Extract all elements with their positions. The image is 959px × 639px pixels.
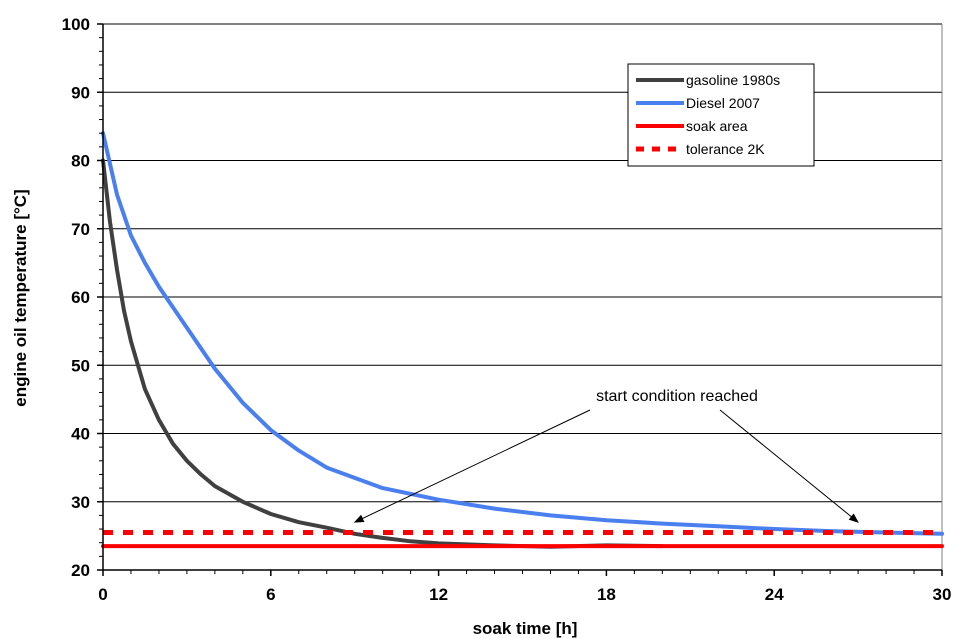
- series-line-0: [101, 158, 665, 549]
- y-tick-label: 40: [71, 425, 90, 444]
- legend-label: soak area: [686, 118, 748, 134]
- legend-label: Diesel 2007: [686, 95, 760, 111]
- series-lines: [101, 131, 944, 549]
- legend: gasoline 1980s Diesel 2007 soak area tolera…: [627, 63, 815, 167]
- x-tick-label: 12: [429, 585, 448, 604]
- grid-lines: [103, 23, 943, 570]
- legend-label: gasoline 1980s: [686, 72, 780, 88]
- series-line-1: [101, 131, 944, 536]
- x-tick-label: 6: [266, 585, 275, 604]
- x-tick-label: 0: [98, 585, 107, 604]
- y-tick-label: 60: [71, 288, 90, 307]
- y-tick-label: 80: [71, 152, 90, 171]
- legend-label: tolerance 2K: [686, 141, 765, 157]
- annotations: start condition reached: [353, 388, 859, 523]
- annotation-label: start condition reached: [596, 388, 758, 405]
- annotation-arrow: [353, 409, 591, 523]
- x-tick-label: 18: [597, 585, 616, 604]
- annotation-arrow: [719, 409, 859, 523]
- x-tick-label: 30: [933, 585, 952, 604]
- axes: 20 30 40 50 60 70 80 90 100 0 6 12 18 24 30: [62, 15, 952, 604]
- y-tick-label: 90: [71, 83, 90, 102]
- y-axis-title: engine oil temperature [°C]: [11, 189, 30, 406]
- x-axis-title: soak time [h]: [473, 619, 578, 638]
- x-tick-label: 24: [765, 585, 784, 604]
- y-tick-label: 30: [71, 493, 90, 512]
- y-tick-label: 100: [62, 15, 90, 34]
- y-tick-label: 20: [71, 561, 90, 580]
- y-tick-label: 50: [71, 356, 90, 375]
- y-tick-label: 70: [71, 220, 90, 239]
